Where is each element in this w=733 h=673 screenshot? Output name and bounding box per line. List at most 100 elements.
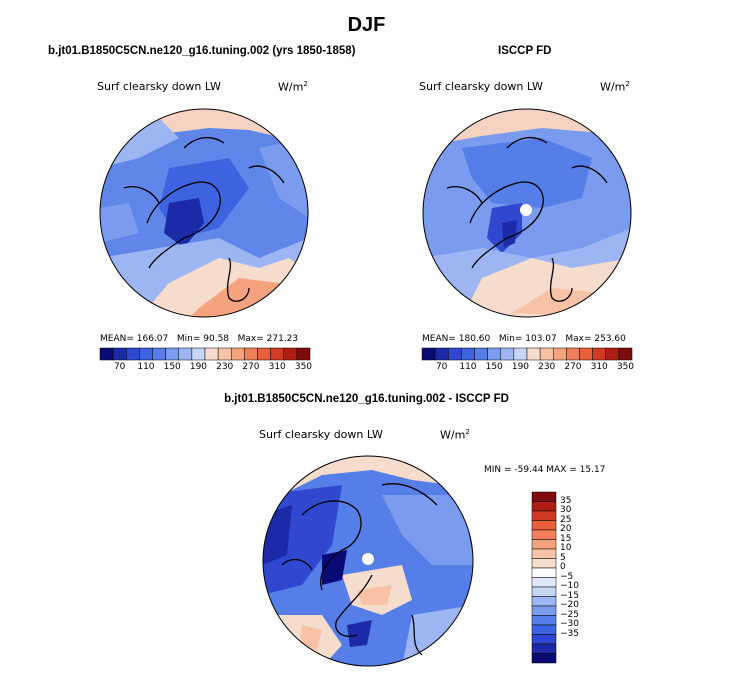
- panel-a-colorbar-ticks: 70 110 150 190 230 270 310 350: [100, 362, 312, 374]
- panel-a-colorbar: [99, 347, 311, 361]
- panel-b-colorbar-tick-label: 350: [616, 362, 635, 372]
- panel-a-colorbar-box: [283, 347, 298, 361]
- diff-colorbar-tick-label: −35: [560, 628, 579, 639]
- panel-b-colorbar-tick-label: 190: [511, 362, 530, 372]
- diff-variable-label: Surf clearsky down LW: [259, 428, 383, 441]
- panel-b-colorbar-box: [513, 347, 528, 361]
- diff-colorbar-tick-label: −30: [560, 619, 579, 629]
- panel-a-title: b.jt01.B1850C5CN.ne120_g16.tuning.002 (y…: [48, 45, 356, 57]
- diff-colorbar-box: [531, 634, 557, 645]
- panel-b-colorbar-box: [605, 347, 620, 361]
- diff-colorbar-box: [531, 605, 557, 616]
- panel-a-colorbar-box: [270, 347, 285, 361]
- panel-b-colorbar-box: [434, 347, 449, 361]
- panel-a-colorbar-box: [231, 347, 245, 361]
- panel-b-colorbar: [421, 347, 633, 361]
- panel-a-stats: MEAN= 166.07 Min= 90.58 Max= 271.23: [100, 334, 299, 344]
- panel-b-colorbar-box: [579, 347, 593, 361]
- panel-b-polar-hole: [520, 204, 532, 216]
- panel-b-colorbar-box: [566, 347, 580, 361]
- panel-b-variable-label: Surf clearsky down LW: [419, 80, 543, 93]
- diff-colorbar-tick-label: 0: [560, 562, 566, 572]
- main-title: DJF: [347, 14, 386, 36]
- panel-a-colorbar-box: [204, 347, 219, 361]
- panel-b-colorbar-ticks: 70 110 150 190 230 270 310 350: [422, 362, 634, 374]
- panel-b-colorbar-box: [487, 347, 502, 361]
- panel-a-colorbar-tick-label: 190: [189, 362, 208, 372]
- panel-b-colorbar-box: [474, 347, 488, 361]
- panel-a-colorbar-tick-label: 110: [137, 362, 155, 372]
- panel-a-colorbar-box: [217, 347, 232, 361]
- panel-b-map: [422, 108, 632, 318]
- diff-colorbar-ticks: 35 30 25 20 15 10 5 0 −5 −10 −15 −20 −25 −30 −35: [560, 492, 600, 663]
- panel-a-colorbar-tick-label: 350: [294, 362, 313, 372]
- diff-title: b.jt01.B1850C5CN.ne120_g16.tuning.002 - …: [224, 393, 509, 405]
- panel-a-colorbar-box: [178, 347, 193, 361]
- diff-colorbar-box: [531, 615, 557, 626]
- panel-a-colorbar-box: [152, 347, 166, 361]
- diff-colorbar-tick-label: 25: [560, 514, 572, 525]
- panel-b-colorbar-box: [618, 347, 633, 361]
- panel-b-colorbar-box: [461, 347, 475, 361]
- diff-map: [262, 455, 474, 667]
- diff-colorbar-tick-label: 20: [560, 524, 572, 534]
- panel-a-map: [99, 108, 309, 318]
- diff-colorbar-tick-label: 30: [560, 505, 572, 515]
- panel-b-colorbar-box: [421, 347, 436, 361]
- panel-a-colorbar-tick-label: 70: [113, 362, 126, 372]
- panel-a-colorbar-tick-label: 150: [163, 362, 181, 372]
- panel-a-colorbar-box: [165, 347, 180, 361]
- panel-a-units-label: W/m2: [278, 80, 308, 94]
- panel-a-colorbar-box: [191, 347, 206, 361]
- diff-colorbar-box: [531, 567, 557, 578]
- diff-colorbar-box: [531, 501, 557, 512]
- diff-colorbar-tick-label: −15: [560, 590, 579, 601]
- diff-colorbar-box: [531, 558, 557, 569]
- diff-colorbar-tick-label: 5: [560, 552, 566, 563]
- panel-b-colorbar-box: [539, 347, 554, 361]
- panel-a-variable-label: Surf clearsky down LW: [97, 80, 221, 93]
- panel-b-colorbar-tick-label: 230: [538, 362, 556, 372]
- diff-colorbar-box: [531, 586, 557, 597]
- diff-colorbar-box: [531, 653, 557, 664]
- panel-a-colorbar-box: [99, 347, 114, 361]
- panel-a-colorbar-box: [126, 347, 140, 361]
- diff-colorbar-tick-label: −20: [560, 600, 579, 610]
- panel-b-colorbar-tick-label: 270: [564, 362, 582, 372]
- diff-colorbar-tick-label: −10: [560, 581, 579, 591]
- panel-a-colorbar-box: [139, 347, 153, 361]
- panel-a-colorbar-box: [257, 347, 271, 361]
- diff-colorbar-box: [531, 624, 557, 635]
- diff-colorbar-box: [531, 548, 557, 559]
- diff-colorbar-box: [531, 596, 557, 607]
- panel-a-colorbar-box: [296, 347, 311, 361]
- panel-b-colorbar-tick-label: 310: [590, 362, 608, 372]
- panel-a-colorbar-box: [244, 347, 258, 361]
- panel-b-units-label: W/m2: [600, 80, 630, 94]
- panel-b-colorbar-tick-label: 70: [435, 362, 448, 372]
- diff-minmax-label: MIN = -59.44 MAX = 15.17: [484, 465, 606, 475]
- diff-units-label: W/m2: [440, 428, 470, 442]
- diff-colorbar-box: [531, 491, 557, 502]
- panel-b-colorbar-box: [448, 347, 462, 361]
- diff-colorbar-box: [531, 643, 557, 654]
- panel-b-stats: MEAN= 180.60 Min= 103.07 Max= 253.60: [422, 334, 626, 344]
- panel-a-colorbar-tick-label: 230: [216, 362, 234, 372]
- panel-b-title: ISCCP FD: [498, 45, 552, 57]
- diff-colorbar-tick-label: −5: [560, 571, 574, 582]
- panel-b-colorbar-box: [500, 347, 515, 361]
- diff-colorbar-tick-label: 10: [560, 543, 572, 553]
- diff-colorbar-box: [531, 539, 557, 550]
- panel-b-colorbar-box: [526, 347, 541, 361]
- diff-colorbar-tick-label: −25: [560, 609, 579, 620]
- panel-a-colorbar-box: [112, 347, 127, 361]
- diff-colorbar-tick-label: 15: [560, 533, 572, 544]
- panel-a-colorbar-tick-label: 310: [268, 362, 286, 372]
- diff-colorbar-box: [531, 577, 557, 588]
- panel-b-colorbar-tick-label: 150: [485, 362, 503, 372]
- diff-colorbar: [531, 491, 557, 664]
- diff-colorbar-box: [531, 510, 557, 521]
- diff-colorbar-box: [531, 520, 557, 531]
- panel-b-colorbar-tick-label: 110: [459, 362, 477, 372]
- diff-colorbar-tick-label: 35: [560, 495, 572, 506]
